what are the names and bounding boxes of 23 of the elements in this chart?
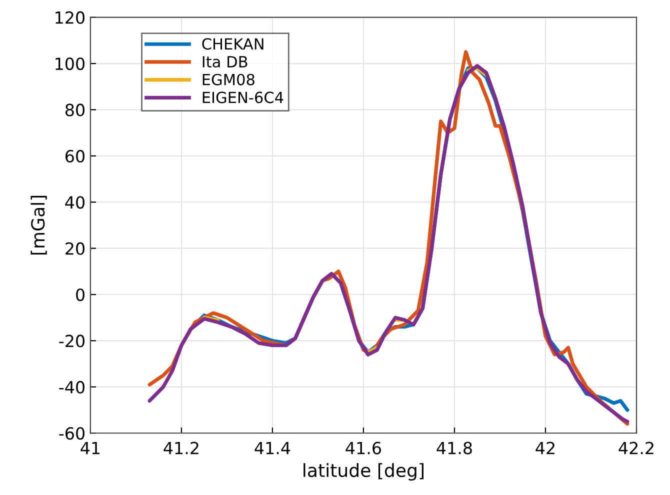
y-axis-title: [mGal]: [30, 196, 47, 255]
y-tick-label: -40: [59, 380, 84, 394]
y-tick-label: 100: [56, 57, 84, 70]
x-tick-label: 42.2: [618, 442, 654, 454]
x-tick-label: 41.4: [254, 442, 290, 454]
y-tick-label: 60: [66, 150, 84, 162]
legend-label: EIGEN-6C4: [202, 92, 284, 104]
legend-label: EGM08: [202, 74, 254, 86]
y-tick-label: 120: [56, 11, 84, 24]
y-tick-label: 0: [76, 288, 84, 302]
y-tick-label: -20: [59, 334, 84, 348]
x-tick-label: 41.2: [164, 442, 198, 454]
x-tick-label: 41.6: [346, 442, 381, 454]
y-tick-label: 80: [66, 104, 84, 116]
x-tick-label: 41.8: [436, 442, 472, 454]
y-tick-label: -60: [59, 427, 84, 440]
legend-label: CHEKAN: [202, 38, 264, 50]
x-tick-label: 41: [80, 442, 100, 454]
x-tick-label: 42: [536, 442, 554, 454]
legend-label: Ita DB: [202, 56, 248, 68]
x-axis-title: latitude [deg]: [304, 463, 424, 481]
y-tick-label: 40: [65, 196, 84, 209]
y-tick-label: 20: [66, 242, 84, 255]
